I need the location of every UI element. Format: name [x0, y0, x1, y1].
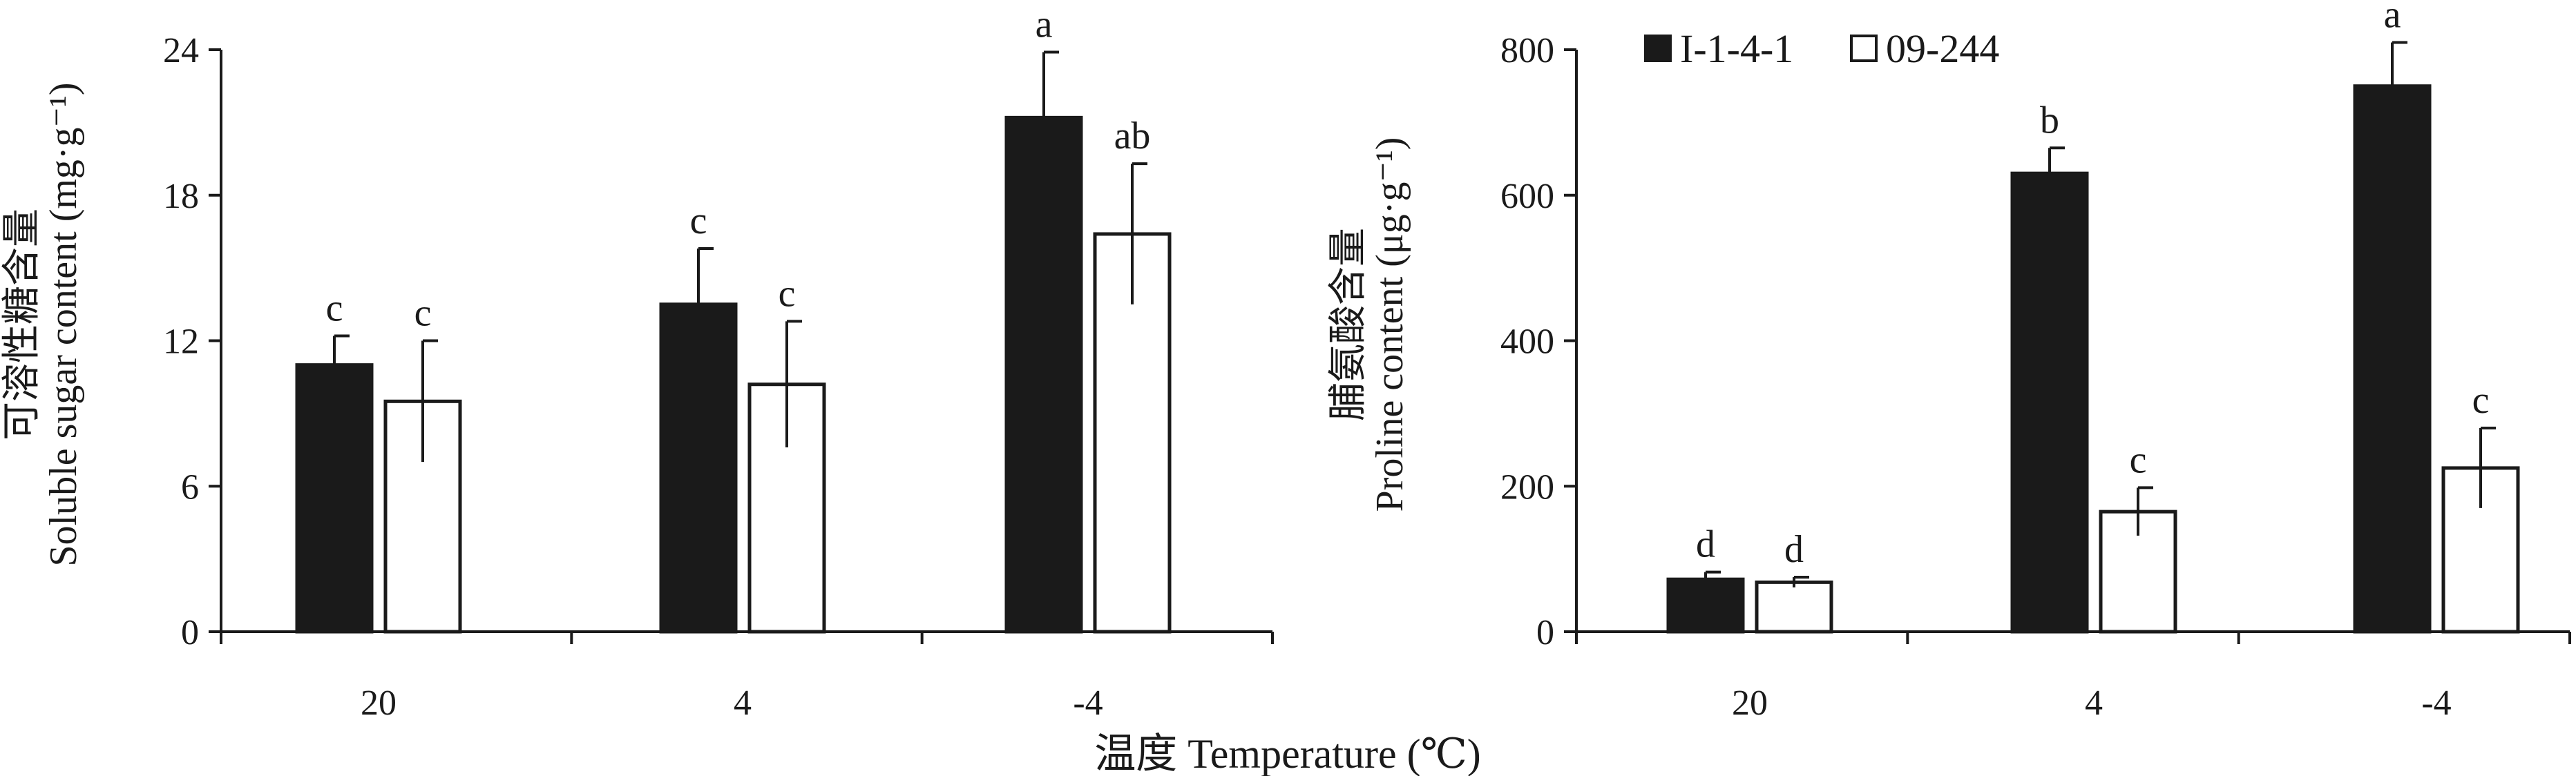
bar: [295, 363, 374, 634]
y-tick-label: 6: [181, 467, 199, 507]
legend-swatch-series-2: [1850, 35, 1878, 62]
y-axis-title-right-en: Proline content (μg·g⁻¹): [1368, 137, 1411, 512]
bar: [2353, 84, 2432, 634]
bar: [383, 399, 462, 634]
y-axis-title-left: 可溶性糖含量 Soluble sugar content (mg·g⁻¹): [1, 82, 85, 566]
significance-letter: a: [2384, 0, 2401, 36]
y-axis-title-left-cn: 可溶性糖含量: [1, 208, 44, 440]
significance-letter: c: [414, 292, 432, 335]
x-tick-label: 20: [361, 683, 397, 723]
y-tick-label: 12: [163, 322, 199, 362]
significance-letter: c: [2130, 438, 2147, 481]
y-axis-title-left-en: Soluble sugar content (mg·g⁻¹): [42, 82, 85, 566]
y-tick-label: 200: [1500, 467, 1554, 507]
significance-letter: ab: [1114, 115, 1151, 157]
significance-letter: d: [1696, 523, 1715, 566]
legend: I-1-4-1 09-244: [1644, 26, 1999, 71]
bar: [1004, 115, 1083, 634]
significance-letter: c: [690, 200, 707, 242]
proline-panel: 0 200 400 600 800 20 4 -4 d b a d c c: [1500, 0, 2571, 723]
soluble-sugar-panel: 0 6 12 18 24 20 4 -4 c c a c c ab: [163, 3, 1274, 723]
y-tick-label: 0: [181, 613, 199, 652]
significance-letter: c: [326, 287, 343, 329]
x-tick-label: -4: [1073, 683, 1103, 723]
x-axis-title: 温度 Temperature (℃): [1094, 731, 1480, 776]
y-tick-label: 0: [1536, 613, 1554, 652]
significance-letter: c: [2472, 379, 2490, 422]
legend-swatch-series-1: [1644, 35, 1672, 62]
legend-label-series-1: I-1-4-1: [1680, 26, 1793, 71]
y-axis-title-right-cn: 脯氨酸含量: [1327, 228, 1370, 421]
significance-letter: a: [1036, 3, 1053, 46]
bar: [2010, 171, 2089, 634]
y-tick-label: 24: [163, 31, 199, 70]
y-tick-label: 18: [163, 177, 199, 216]
legend-label-series-2: 09-244: [1886, 26, 1999, 71]
bar: [659, 302, 738, 634]
x-tick-label: 4: [2085, 683, 2103, 723]
y-axis-title-right: 脯氨酸含量 Proline content (μg·g⁻¹): [1327, 137, 1411, 512]
y-tick-label: 600: [1500, 177, 1554, 216]
y-tick-label: 800: [1500, 31, 1554, 70]
x-tick-label: 4: [734, 683, 752, 723]
significance-letter: c: [779, 272, 796, 315]
y-tick-label: 400: [1500, 322, 1554, 362]
bar: [1755, 580, 1833, 634]
x-tick-label: -4: [2421, 683, 2451, 723]
x-tick-label: 20: [1732, 683, 1768, 723]
significance-letter: b: [2040, 99, 2059, 142]
significance-letter: d: [1784, 528, 1804, 571]
bar: [1666, 577, 1745, 634]
